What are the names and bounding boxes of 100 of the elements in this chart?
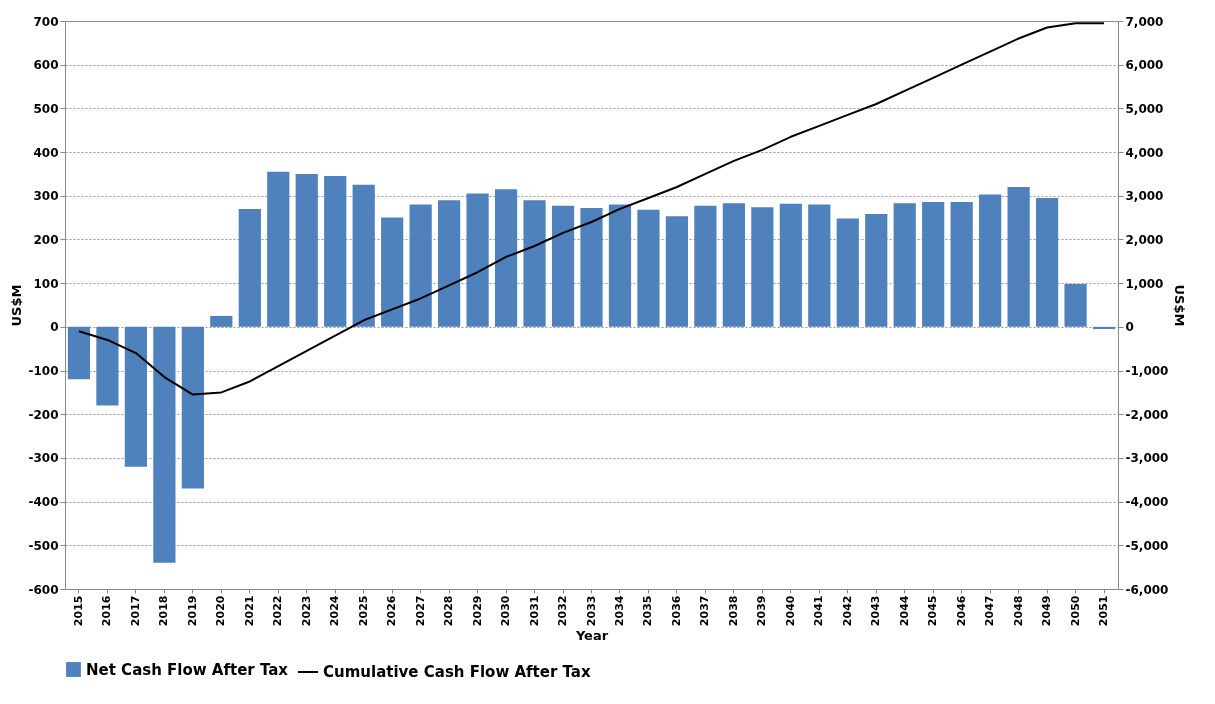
x-tick-label: 2015 [71,595,85,627]
x-tick-label: 2032 [556,595,570,627]
y-tick-label: -200 [28,407,59,422]
y2-tick-label: 3,000 [1125,189,1164,204]
bar [153,326,176,563]
x-tick-label: 2047 [983,595,997,627]
x-tick-label: 2027 [413,595,427,627]
line-series [77,22,1106,396]
bar [580,208,603,327]
x-tick-label: 2035 [641,595,655,627]
bar [96,326,119,406]
bar [523,200,546,327]
legend-label: Cumulative Cash Flow After Tax [323,663,591,681]
bar [637,209,660,327]
x-axis-title: Year [574,628,609,644]
bar [694,205,717,327]
bar [836,218,859,327]
bar [1035,197,1059,327]
x-tick-label: 2051 [1097,595,1111,627]
bar [238,208,261,327]
y-tick-label: -500 [28,538,59,553]
y2-tick-label: 2,000 [1125,232,1164,247]
x-tick-label: 2045 [926,595,940,627]
x-tick-label: 2044 [897,595,911,627]
bar [722,203,745,327]
x-tick-label: 2046 [954,595,968,627]
bar [808,204,831,327]
x-tick-label: 2028 [442,595,456,627]
y2-tick-label: -6,000 [1125,582,1169,597]
bar [381,217,404,327]
y2-tick-label: 0 [1125,320,1134,335]
y2-tick-label: -2,000 [1125,407,1169,422]
x-tick-label: 2030 [499,595,513,627]
bar [181,326,204,489]
bar [324,176,347,327]
legend-label: Net Cash Flow After Tax [86,660,289,679]
x-tick-label: 2026 [385,595,399,627]
x-tick-label: 2022 [271,595,285,627]
bar [438,200,461,327]
bar [922,201,945,327]
bar [67,326,91,380]
x-tick-label: 2048 [1011,595,1025,627]
bar [124,326,148,467]
bar [1064,284,1087,327]
x-tick-label: 2033 [584,595,598,627]
bar [779,203,802,327]
y-axis-title: US$M [9,284,25,327]
x-tick-label: 2040 [783,595,797,627]
bar [865,214,888,327]
y2-tick-label: 7,000 [1125,14,1164,29]
bar [494,189,518,327]
x-tick-label: 2029 [470,595,484,627]
x-tick-label: 2043 [869,595,883,627]
x-tick-label: 2020 [214,595,228,627]
y2-tick-label: 6,000 [1125,58,1164,73]
x-tick-label: 2038 [726,595,740,627]
bar [409,204,432,327]
y-tick-label: 200 [33,232,59,247]
bar [665,216,689,327]
y-tick-label: 500 [33,101,59,116]
y-tick-label: 100 [33,276,59,291]
x-tick-label: 2034 [612,595,626,627]
x-tick-label: 2023 [299,595,313,627]
bar [979,194,1002,327]
x-tick-label: 2042 [840,595,854,627]
bar [210,315,233,327]
bar [1007,187,1030,327]
bar [551,205,575,327]
x-tick-label: 2041 [812,595,826,627]
bar [466,193,489,327]
bar [295,173,318,327]
y2-tick-label: 4,000 [1125,145,1164,160]
y2-tick-label: 5,000 [1125,101,1164,116]
x-tick-label: 2017 [128,595,142,627]
bar [608,204,632,327]
bar [950,201,973,327]
y2-tick-label: -4,000 [1125,495,1169,510]
bar [893,203,916,327]
x-tick-label: 2036 [669,595,683,627]
y-tick-label: 0 [50,320,59,335]
x-tick-label: 2024 [328,595,342,627]
x-tick-label: 2039 [755,595,769,627]
y-tick-label: 300 [33,189,59,204]
x-tick-label: 2021 [242,595,256,627]
y2-axis-title: US$M [1172,284,1188,327]
y-tick-label: -300 [28,451,59,466]
y2-tick-label: -3,000 [1125,451,1169,466]
bar [352,184,375,327]
y-tick-label: 400 [33,145,59,160]
y2-tick-label: -5,000 [1125,538,1169,553]
y-tick-label: -100 [28,364,59,379]
x-tick-label: 2019 [185,595,199,627]
x-tick-label: 2025 [356,595,370,627]
x-tick-label: 2018 [157,595,171,627]
y2-tick-label: -1,000 [1125,364,1169,379]
y-tick-label: 700 [33,14,59,29]
x-tick-label: 2049 [1040,595,1054,627]
bar [1092,326,1116,330]
x-tick-label: 2050 [1068,595,1082,627]
bar [267,171,290,327]
